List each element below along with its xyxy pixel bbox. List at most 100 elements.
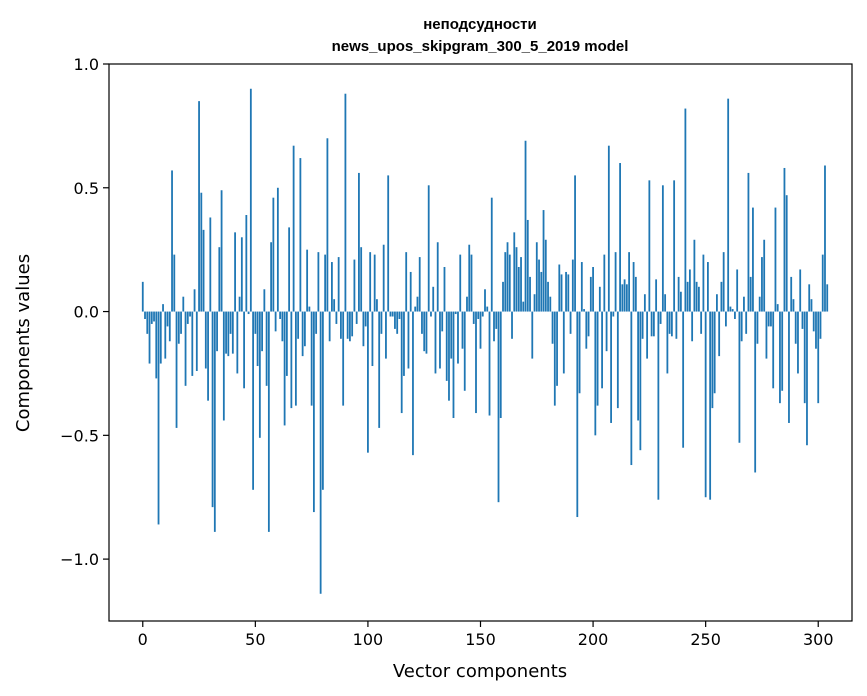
bar-47 [247,311,250,315]
bar-272 [754,311,757,473]
bar-184 [556,311,558,386]
bar-174 [533,294,536,312]
bar-130 [434,311,437,374]
bar-57 [270,242,273,312]
bar-296 [808,284,811,312]
bar-190 [569,311,572,334]
bar-44 [240,237,243,312]
bar-15 [175,311,178,428]
bar-189 [567,274,570,312]
bar-74 [308,306,311,312]
bar-45 [243,311,245,389]
bar-229 [657,311,660,500]
bar-158 [497,311,500,503]
bar-25 [198,101,200,312]
bar-150 [479,311,482,349]
bar-34 [218,247,221,312]
bar-30 [209,217,212,312]
bar-265 [738,311,741,443]
bar-178 [542,210,545,312]
bar-36 [222,311,225,421]
bar-176 [538,259,540,312]
bar-82 [326,138,329,312]
y-tick-label: −1.0 [60,550,99,569]
bar-212 [619,163,621,312]
bar-237 [675,311,678,339]
x-axis: 0 50 100 150 200 250 300 [138,621,834,649]
y-tick-label: −0.5 [60,426,99,445]
bar-116 [403,311,405,376]
bar-55 [265,311,268,386]
bar-168 [520,257,522,312]
x-tick-label: 200 [578,630,609,649]
plot-frame [108,63,853,622]
bar-93 [351,311,354,337]
bar-300 [817,311,820,404]
x-tick-label: 250 [690,630,721,649]
bar-38 [227,311,230,357]
bar-179 [544,239,547,312]
bar-142 [461,311,464,349]
bar-198 [587,311,590,337]
bar-199 [589,276,592,312]
bar-143 [463,311,466,391]
bar-139 [454,311,457,315]
bar-233 [666,311,669,374]
bar-138 [452,311,455,419]
bar-271 [752,207,754,312]
bar-109 [387,175,390,312]
bar-147 [472,311,475,324]
bar-35 [220,190,223,312]
bar-258 [722,252,725,312]
bar-257 [720,281,723,312]
bar-248 [700,311,703,334]
bar-282 [776,304,779,312]
bar-288 [790,276,793,312]
bar-171 [526,219,529,312]
bar-279 [770,311,772,327]
bar-273 [756,311,759,344]
bar-79 [319,311,322,594]
bar-152 [484,289,486,312]
bar-1 [144,311,146,319]
bar-291 [797,311,799,374]
bar-7 [157,311,160,525]
bar-91 [346,311,349,339]
x-tick-label: 150 [465,630,496,649]
bar-12 [168,311,171,342]
bar-122 [416,296,419,312]
bar-268 [745,311,748,334]
bar-137 [450,311,453,359]
bar-196 [583,309,585,312]
bar-172 [529,276,531,312]
bar-4 [150,311,153,324]
bar-284 [781,311,784,391]
bar-287 [788,311,790,423]
bar-218 [632,262,635,312]
bar-97 [360,247,363,312]
bar-216 [628,252,630,312]
bar-214 [623,279,626,312]
y-tick-label: 1.0 [74,55,99,74]
bar-182 [551,311,554,344]
bar-10 [164,311,167,359]
bar-289 [792,299,795,312]
bar-132 [439,311,441,369]
bar-58 [272,197,275,312]
bar-113 [396,311,399,334]
bar-22 [191,311,194,376]
bar-202 [596,311,599,406]
bar-52 [258,311,261,438]
bar-129 [432,286,435,312]
bar-250 [704,311,707,498]
bar-108 [385,311,387,359]
bar-67 [292,145,295,312]
bar-281 [774,207,777,312]
bar-84 [331,262,333,312]
bar-164 [511,311,513,339]
bar-145 [468,244,471,312]
bar-13 [171,170,173,312]
bar-95 [355,311,358,324]
x-tick-label: 50 [245,630,265,649]
bar-60 [276,187,279,312]
